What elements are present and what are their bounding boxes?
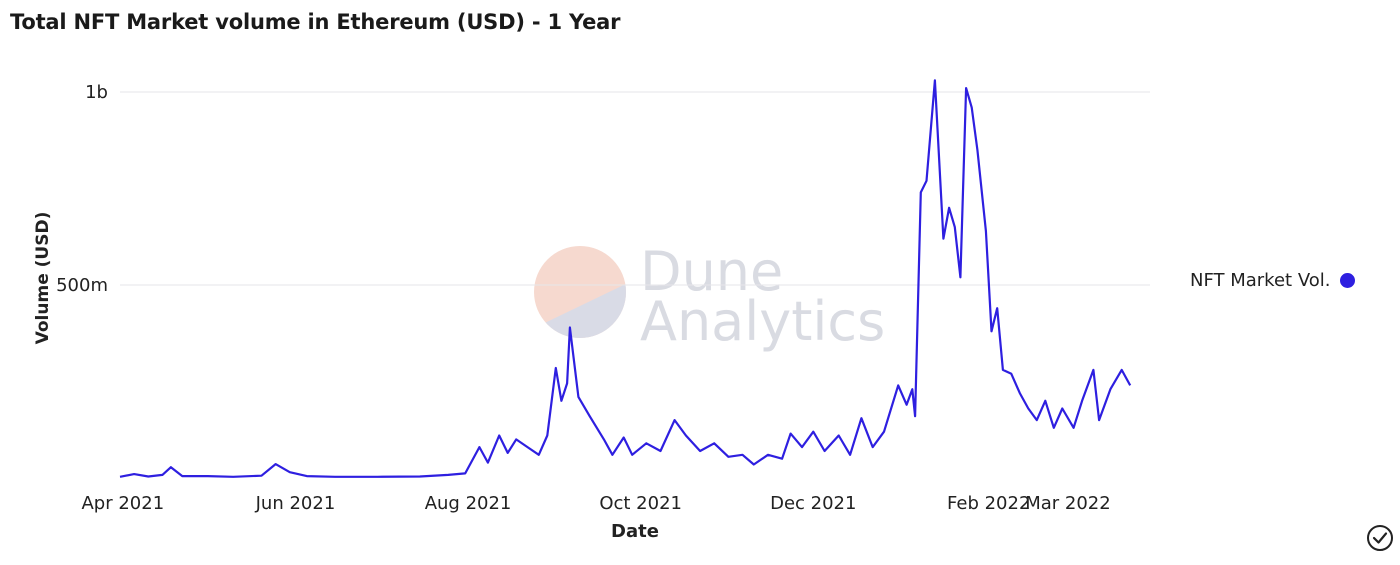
x-tick-label: Aug 2021 — [425, 493, 512, 514]
y-tick-label: 1b — [85, 82, 108, 103]
watermark: Dune Analytics — [534, 240, 885, 353]
check-circle-icon[interactable] — [1366, 524, 1394, 552]
chart-title: Total NFT Market volume in Ethereum (USD… — [10, 10, 621, 34]
x-tick-label: Mar 2022 — [1025, 493, 1111, 514]
x-tick-label: Jun 2021 — [255, 493, 336, 514]
x-tick-label: Apr 2021 — [81, 493, 164, 514]
legend[interactable]: NFT Market Vol. — [1190, 270, 1356, 291]
x-axis-ticks: Apr 2021 Jun 2021 Aug 2021 Oct 2021 Dec 2021… — [81, 493, 1110, 514]
grid-lines — [120, 91, 1150, 286]
x-tick-label: Dec 2021 — [770, 493, 856, 514]
watermark-text-analytics: Analytics — [640, 290, 885, 353]
y-axis-label: Volume (USD) — [33, 212, 53, 345]
y-tick-label: 500m — [56, 275, 108, 296]
series-line-nft-market-vol — [119, 79, 1132, 478]
watermark-logo-icon — [534, 246, 626, 338]
watermark-text-dune: Dune — [640, 240, 783, 303]
x-tick-label: Oct 2021 — [599, 493, 682, 514]
legend-label: NFT Market Vol. — [1190, 270, 1331, 291]
legend-dot-icon — [1340, 273, 1356, 288]
x-axis-label: Date — [611, 521, 659, 542]
y-axis-ticks: 500m 1b — [56, 82, 108, 296]
x-tick-label: Feb 2022 — [947, 493, 1030, 514]
